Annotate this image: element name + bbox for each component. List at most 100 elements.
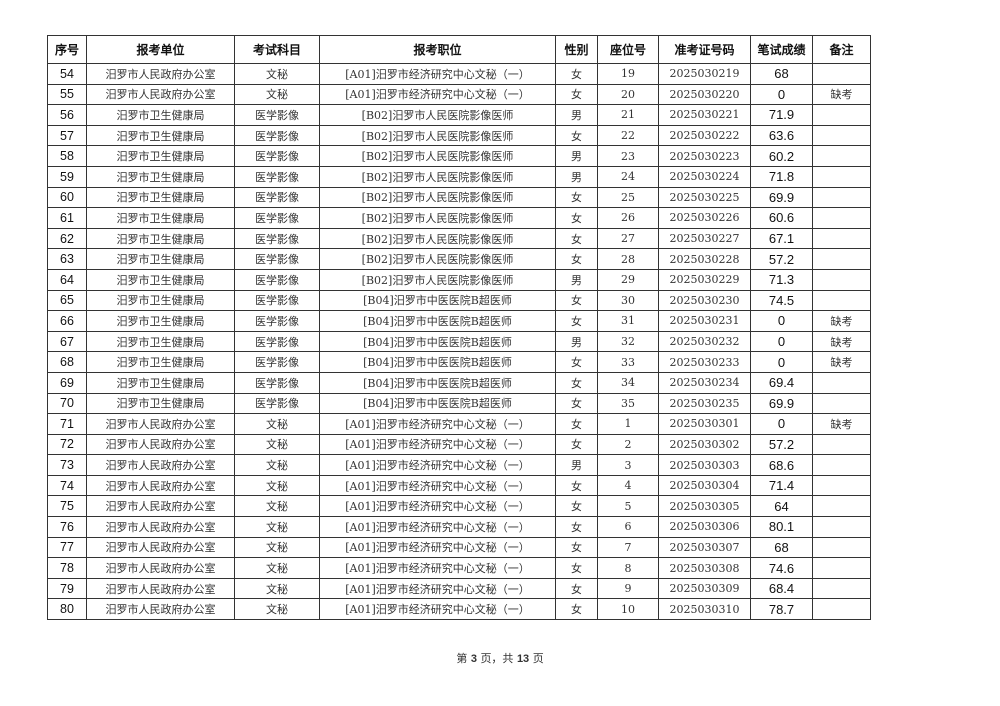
cell-unit: 汨罗市人民政府办公室 xyxy=(86,536,235,559)
cell-ticket: 2025030232 xyxy=(658,330,751,353)
cell-index: 78 xyxy=(47,557,87,579)
cell-ticket: 2025030235 xyxy=(658,392,751,415)
cell-ticket: 2025030224 xyxy=(658,165,751,188)
cell-position: [A01]汨罗市经济研究中心文秘（一） xyxy=(319,433,556,456)
cell-gender: 女 xyxy=(555,392,598,415)
table-row: 54 汨罗市人民政府办公室 文秘 [A01]汨罗市经济研究中心文秘（一）女 19 2025… xyxy=(47,63,871,85)
cell-score: 57.2 xyxy=(750,248,813,270)
col-header-position: 报考职位 xyxy=(319,35,556,64)
cell-gender: 女 xyxy=(555,351,598,373)
cell-unit: 汨罗市人民政府办公室 xyxy=(86,413,235,435)
cell-subject: 文秘 xyxy=(234,495,320,518)
cell-subject: 文秘 xyxy=(234,433,320,456)
cell-ticket: 2025030221 xyxy=(658,104,751,126)
cell-remark xyxy=(812,165,871,188)
cell-remark xyxy=(812,577,871,600)
cell-score: 0 xyxy=(750,330,813,353)
cell-gender: 女 xyxy=(555,310,598,332)
cell-gender: 女 xyxy=(555,495,598,518)
cell-unit: 汨罗市人民政府办公室 xyxy=(86,598,235,621)
cell-gender: 女 xyxy=(555,413,598,435)
cell-ticket: 2025030220 xyxy=(658,83,751,106)
footer-prefix: 第 xyxy=(456,652,468,665)
cell-remark xyxy=(812,145,871,167)
cell-index: 55 xyxy=(47,83,87,106)
cell-index: 74 xyxy=(47,474,87,497)
cell-index: 79 xyxy=(47,577,87,600)
cell-position: [A01]汨罗市经济研究中心文秘（一） xyxy=(319,516,556,538)
cell-remark: 缺考 xyxy=(812,310,871,332)
cell-unit: 汨罗市人民政府办公室 xyxy=(86,495,235,518)
table-row: 58 汨罗市卫生健康局 医学影像 [B02]汨罗市人民医院影像医师男 23 2025030… xyxy=(47,145,871,167)
cell-remark xyxy=(812,495,871,518)
cell-seat: 10 xyxy=(597,598,659,621)
cell-seat: 27 xyxy=(597,227,659,250)
cell-score: 71.4 xyxy=(750,474,813,497)
cell-gender: 女 xyxy=(555,371,598,394)
cell-position: [A01]汨罗市经济研究中心文秘（一） xyxy=(319,495,556,518)
cell-subject: 文秘 xyxy=(234,413,320,435)
cell-subject: 文秘 xyxy=(234,474,320,497)
cell-seat: 2 xyxy=(597,433,659,456)
cell-index: 80 xyxy=(47,598,87,621)
cell-seat: 20 xyxy=(597,83,659,106)
table-row: 57 汨罗市卫生健康局 医学影像 [B02]汨罗市人民医院影像医师女 22 2025030… xyxy=(47,124,871,147)
cell-seat: 19 xyxy=(597,63,659,85)
cell-remark xyxy=(812,124,871,147)
cell-unit: 汨罗市卫生健康局 xyxy=(86,371,235,394)
cell-seat: 22 xyxy=(597,124,659,147)
table-row: 79 汨罗市人民政府办公室 文秘 [A01]汨罗市经济研究中心文秘（一）女 9 20250… xyxy=(47,577,871,600)
table-row: 75 汨罗市人民政府办公室 文秘 [A01]汨罗市经济研究中心文秘（一）女 5 20250… xyxy=(47,495,871,518)
cell-score: 68 xyxy=(750,63,813,85)
cell-gender: 女 xyxy=(555,83,598,106)
cell-remark: 缺考 xyxy=(812,83,871,106)
cell-remark xyxy=(812,474,871,497)
cell-score: 71.8 xyxy=(750,165,813,188)
cell-seat: 35 xyxy=(597,392,659,415)
cell-position: [B04]汨罗市中医医院B超医师 xyxy=(319,351,556,373)
cell-subject: 文秘 xyxy=(234,63,320,85)
cell-index: 67 xyxy=(47,330,87,353)
cell-subject: 文秘 xyxy=(234,516,320,538)
table-row: 68 汨罗市卫生健康局 医学影像 [B04]汨罗市中医医院B超医师女 33 2025030… xyxy=(47,351,871,373)
cell-subject: 文秘 xyxy=(234,577,320,600)
cell-ticket: 2025030310 xyxy=(658,598,751,621)
cell-unit: 汨罗市卫生健康局 xyxy=(86,351,235,373)
cell-position: [B04]汨罗市中医医院B超医师 xyxy=(319,371,556,394)
col-header-ticket: 准考证号码 xyxy=(658,35,751,64)
cell-unit: 汨罗市人民政府办公室 xyxy=(86,516,235,538)
cell-subject: 医学影像 xyxy=(234,124,320,147)
cell-seat: 30 xyxy=(597,289,659,312)
cell-seat: 26 xyxy=(597,207,659,229)
table-row: 80 汨罗市人民政府办公室 文秘 [A01]汨罗市经济研究中心文秘（一）女 10 2025… xyxy=(47,598,871,621)
cell-index: 75 xyxy=(47,495,87,518)
cell-unit: 汨罗市卫生健康局 xyxy=(86,227,235,250)
col-header-seat: 座位号 xyxy=(597,35,659,64)
cell-score: 0 xyxy=(750,413,813,435)
cell-remark xyxy=(812,433,871,456)
cell-seat: 24 xyxy=(597,165,659,188)
cell-unit: 汨罗市卫生健康局 xyxy=(86,186,235,209)
cell-seat: 34 xyxy=(597,371,659,394)
cell-score: 57.2 xyxy=(750,433,813,456)
cell-seat: 31 xyxy=(597,310,659,332)
cell-index: 77 xyxy=(47,536,87,559)
cell-gender: 女 xyxy=(555,577,598,600)
cell-index: 61 xyxy=(47,207,87,229)
cell-position: [B04]汨罗市中医医院B超医师 xyxy=(319,289,556,312)
cell-remark xyxy=(812,557,871,579)
cell-subject: 医学影像 xyxy=(234,351,320,373)
cell-index: 65 xyxy=(47,289,87,312)
cell-gender: 女 xyxy=(555,289,598,312)
cell-unit: 汨罗市人民政府办公室 xyxy=(86,577,235,600)
cell-position: [A01]汨罗市经济研究中心文秘（一） xyxy=(319,454,556,476)
cell-unit: 汨罗市卫生健康局 xyxy=(86,165,235,188)
cell-index: 54 xyxy=(47,63,87,85)
cell-seat: 28 xyxy=(597,248,659,270)
table-row: 60 汨罗市卫生健康局 医学影像 [B02]汨罗市人民医院影像医师女 25 2025030… xyxy=(47,186,871,209)
cell-seat: 8 xyxy=(597,557,659,579)
cell-seat: 33 xyxy=(597,351,659,373)
cell-position: [B02]汨罗市人民医院影像医师 xyxy=(319,104,556,126)
cell-score: 74.6 xyxy=(750,557,813,579)
cell-unit: 汨罗市卫生健康局 xyxy=(86,248,235,270)
